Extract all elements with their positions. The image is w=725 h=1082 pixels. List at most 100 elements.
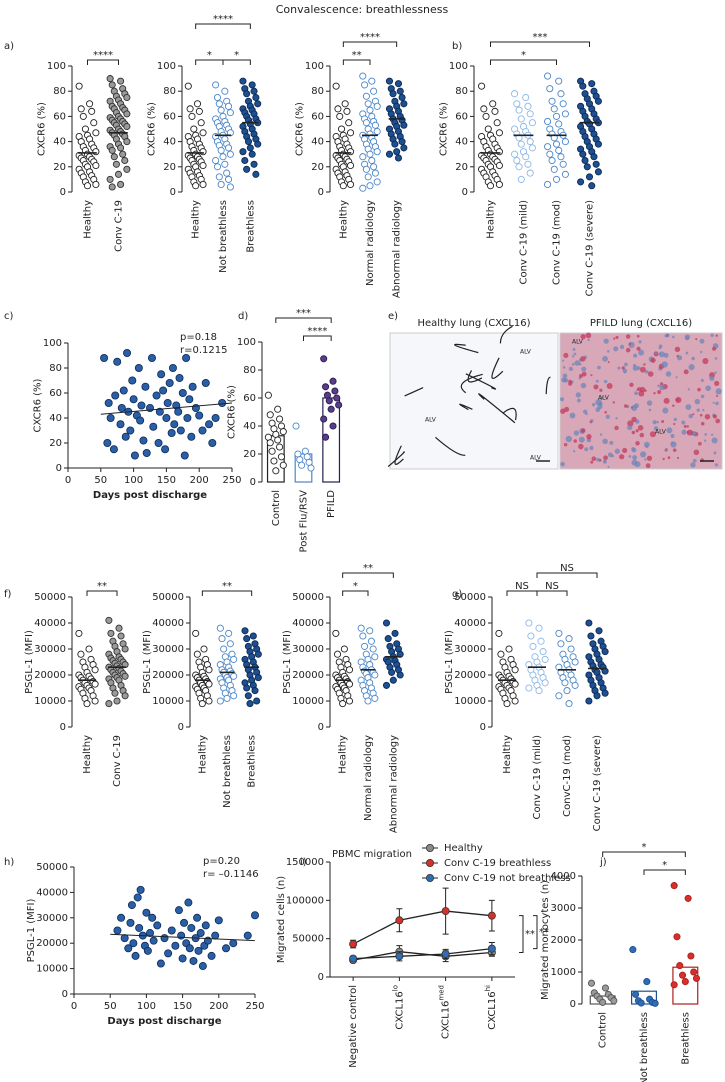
data-point xyxy=(382,619,391,627)
data-point xyxy=(108,81,116,89)
y-axis-label: CXCR6 (%) xyxy=(36,102,47,156)
data-point xyxy=(346,148,355,156)
data-point xyxy=(515,163,523,171)
tissue-texture xyxy=(715,388,722,395)
significance-label: ** xyxy=(352,50,362,61)
tissue-texture xyxy=(654,351,658,355)
data-point xyxy=(243,165,251,173)
data-point xyxy=(362,92,370,100)
data-point xyxy=(266,439,274,447)
data-point xyxy=(199,180,207,188)
tissue-texture xyxy=(715,334,718,337)
y-tick-label: 20 xyxy=(455,162,468,173)
data-point xyxy=(92,129,100,137)
data-point xyxy=(113,926,122,935)
x-tick-label: 0 xyxy=(71,1001,77,1012)
data-point xyxy=(75,629,83,637)
significance-label: **** xyxy=(307,326,327,337)
data-point xyxy=(673,933,681,941)
tissue-texture xyxy=(697,387,701,392)
data-point xyxy=(107,629,115,637)
tissue-texture xyxy=(676,456,680,460)
data-point xyxy=(104,398,113,407)
x-tick-label: 250 xyxy=(245,1001,264,1012)
data-point xyxy=(370,87,378,95)
data-point xyxy=(400,144,408,152)
data-point xyxy=(359,632,367,640)
tissue-texture xyxy=(685,351,689,355)
tissue-texture xyxy=(585,412,588,416)
image-label: ALV xyxy=(520,349,532,356)
data-point xyxy=(221,87,229,95)
y-axis-label: PSGL-1 (MFI) xyxy=(282,630,293,694)
data-point xyxy=(154,438,163,447)
panel-label: e) xyxy=(388,311,398,322)
data-point xyxy=(111,391,120,400)
tissue-texture xyxy=(698,441,702,446)
data-point xyxy=(186,105,194,113)
tissue-texture xyxy=(693,449,700,456)
data-point xyxy=(585,619,593,627)
category-label: CXCL16lo xyxy=(391,985,405,1030)
data-point xyxy=(276,443,284,451)
significance-label: NS xyxy=(560,563,574,574)
data-point xyxy=(563,687,571,695)
tissue-texture xyxy=(580,428,586,433)
tissue-texture xyxy=(704,414,711,420)
data-point xyxy=(121,672,129,680)
tissue-texture xyxy=(633,353,638,358)
y-axis-label: CXCR6 (%) xyxy=(294,102,305,156)
data-point xyxy=(112,160,120,168)
data-point xyxy=(525,684,533,692)
tissue-texture xyxy=(599,433,603,436)
data-point xyxy=(272,467,280,475)
data-point xyxy=(601,648,609,656)
tissue-texture xyxy=(602,438,608,445)
data-point xyxy=(188,382,197,391)
tissue-texture xyxy=(662,457,665,461)
tissue-texture xyxy=(677,355,683,361)
tissue-texture xyxy=(686,429,693,436)
data-point xyxy=(117,77,125,85)
tissue-texture xyxy=(467,370,483,383)
tissue-texture xyxy=(649,431,656,438)
data-point xyxy=(567,645,575,653)
data-point xyxy=(637,999,645,1007)
legend-label: Healthy xyxy=(444,843,483,854)
y-tick-label: 40 xyxy=(455,137,468,148)
data-point xyxy=(139,436,148,445)
tissue-texture xyxy=(569,412,576,419)
data-point xyxy=(441,907,450,916)
tissue-texture xyxy=(688,364,695,371)
category-label: PFILD xyxy=(326,490,337,518)
tissue-texture xyxy=(673,422,676,426)
tissue-texture xyxy=(584,447,589,452)
tissue-texture xyxy=(710,433,714,437)
data-point xyxy=(676,962,684,970)
significance-label: ** xyxy=(97,581,107,592)
data-point xyxy=(585,173,594,181)
y-tick-label: 50000 xyxy=(292,592,324,603)
significance-bracket xyxy=(602,851,686,857)
significance-label: ** xyxy=(363,563,373,574)
tissue-texture xyxy=(643,363,646,366)
y-tick-label: 100 xyxy=(157,61,176,72)
data-point xyxy=(213,163,222,171)
data-point xyxy=(149,936,158,945)
data-point xyxy=(230,655,238,663)
tissue-texture xyxy=(571,362,575,366)
data-point xyxy=(212,81,220,89)
category-label-base: CXCL16 xyxy=(394,991,405,1029)
tissue-texture xyxy=(590,419,594,423)
data-point xyxy=(120,934,129,943)
y-tick-label: 20 xyxy=(53,162,66,173)
tissue-texture xyxy=(715,394,719,398)
data-point xyxy=(341,100,349,108)
tissue-texture xyxy=(581,371,587,377)
data-point xyxy=(335,401,343,409)
y-tick-label: 20 xyxy=(243,449,256,460)
data-point xyxy=(517,140,525,148)
data-point xyxy=(223,169,231,177)
data-point xyxy=(270,457,278,465)
data-point xyxy=(505,645,513,653)
